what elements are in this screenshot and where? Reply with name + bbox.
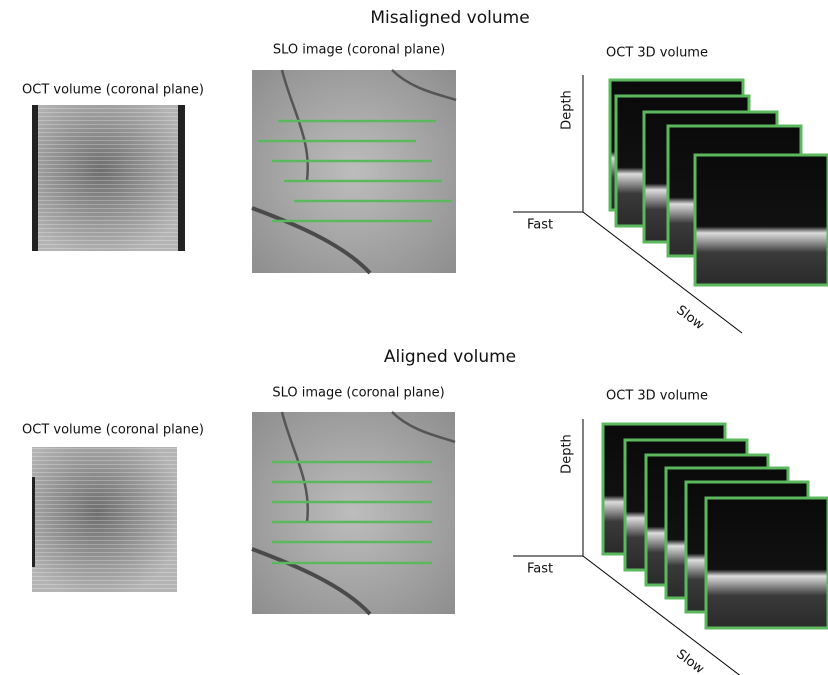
slow-label: Slow	[673, 303, 707, 334]
edge-artifact	[178, 105, 185, 251]
slow-label: Slow	[673, 647, 707, 675]
depth-label: Depth	[560, 434, 575, 474]
bscan-frame	[695, 155, 828, 285]
bscan-frame	[706, 498, 828, 628]
slo-label: SLO image (coronal plane)	[272, 386, 444, 401]
oct-coronal-label: OCT volume (coronal plane)	[22, 83, 204, 98]
oct-coronal-label: OCT volume (coronal plane)	[22, 423, 204, 438]
oct-3d-label: OCT 3D volume	[606, 46, 708, 61]
scan-stripes	[32, 105, 185, 251]
fast-label: Fast	[527, 218, 553, 233]
edge-artifact	[32, 105, 38, 251]
section-title: Misaligned volume	[370, 8, 529, 28]
slo-image	[252, 412, 455, 614]
scan-stripes	[32, 447, 177, 592]
slo-label: SLO image (coronal plane)	[273, 43, 445, 58]
depth-label: Depth	[560, 90, 575, 130]
figure: Misaligned volume OCT volume (coronal pla…	[0, 0, 828, 675]
oct-3d-label: OCT 3D volume	[606, 389, 708, 404]
edge-artifact	[32, 477, 35, 567]
section-title: Aligned volume	[384, 347, 516, 367]
slo-image	[252, 70, 456, 273]
fast-label: Fast	[527, 562, 553, 577]
